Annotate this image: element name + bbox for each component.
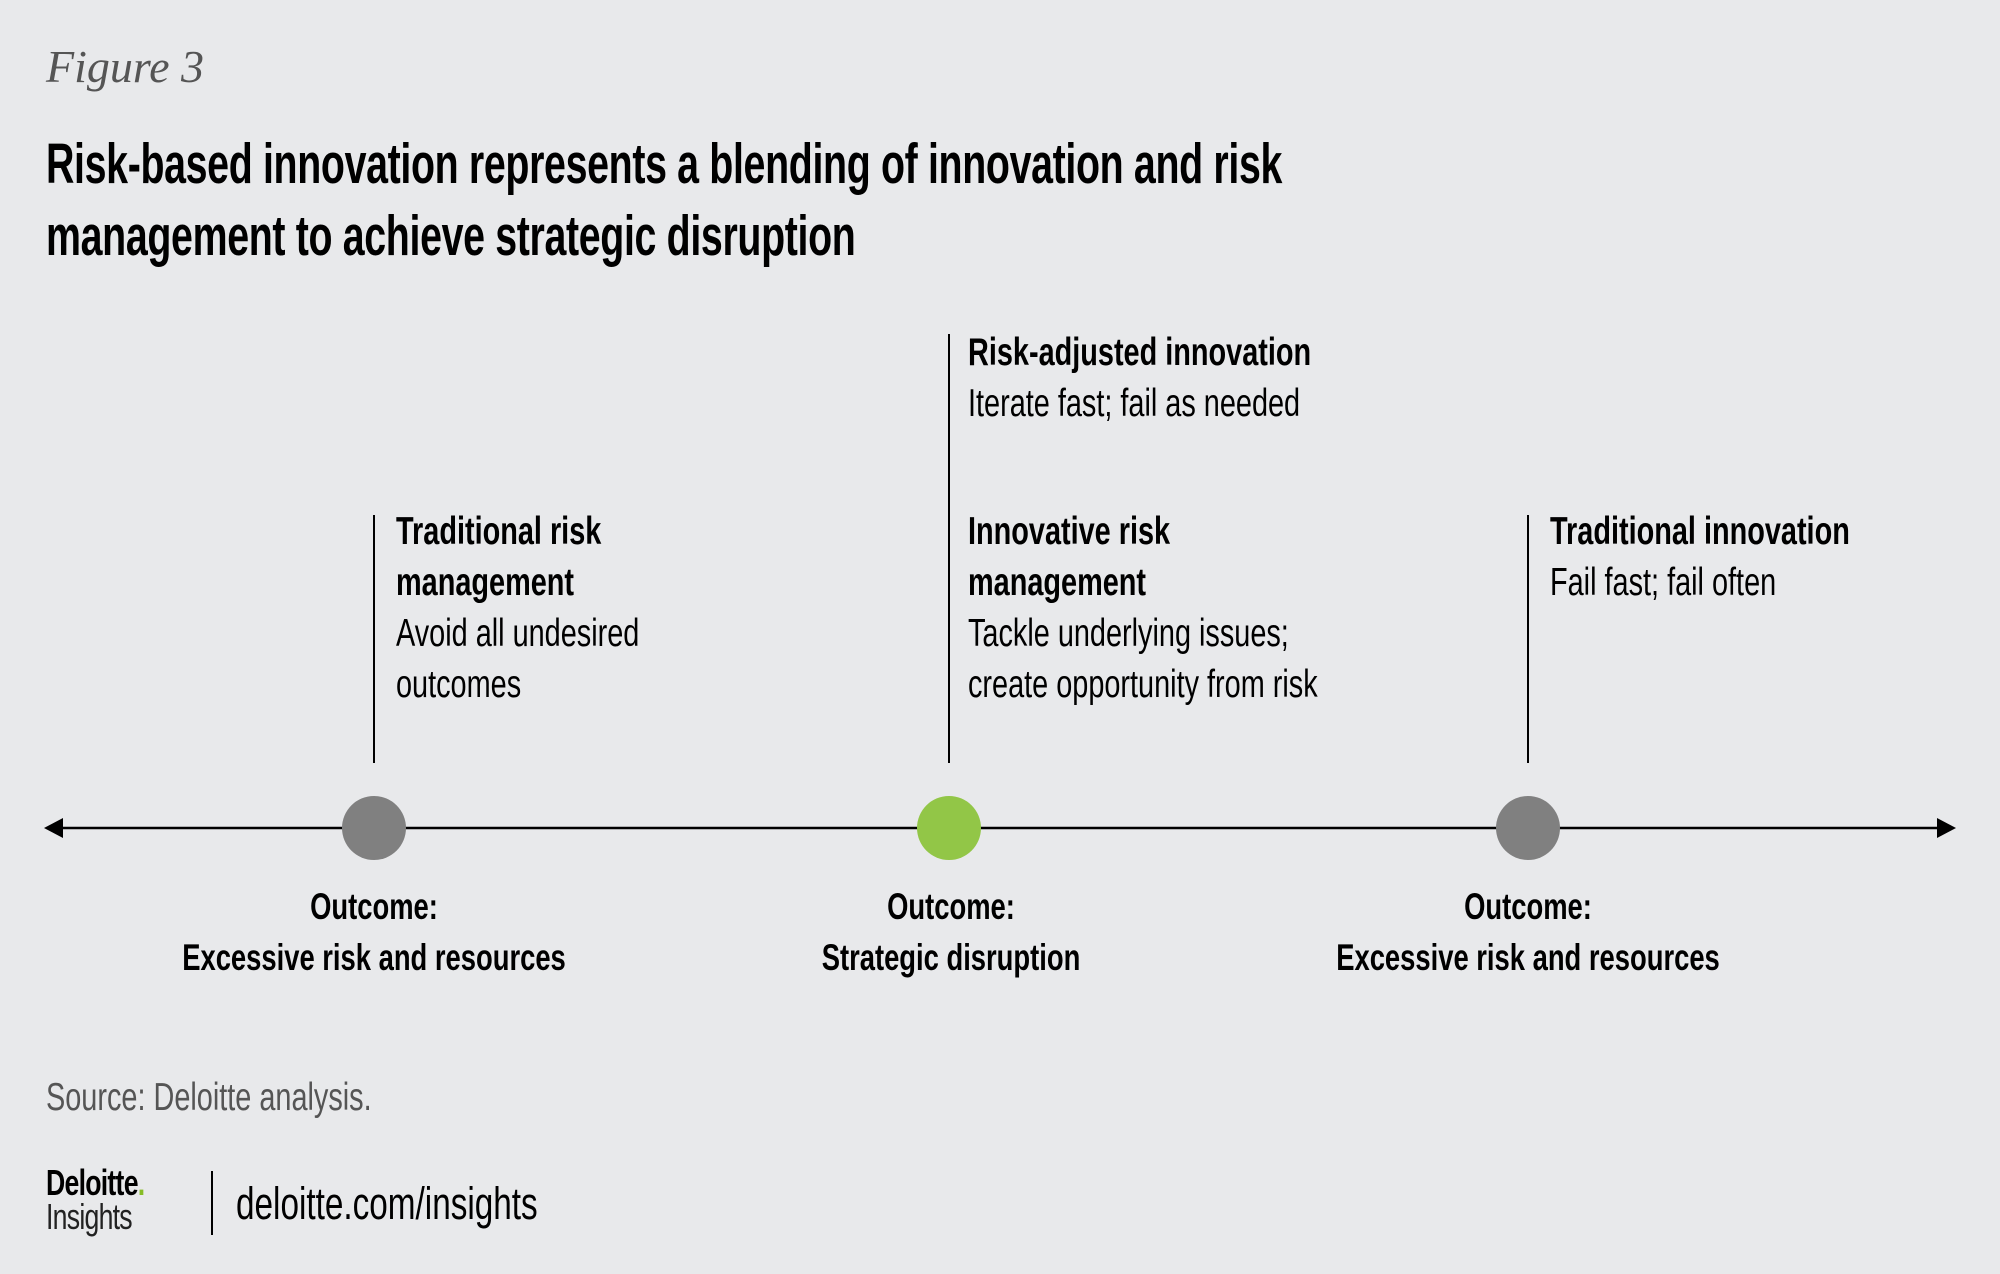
outcome-traditional-innovation: Outcome: Excessive risk and resources [1336,881,1720,983]
outcome-text: Excessive risk and resources [1336,937,1720,978]
label-desc: Iterate fast; fail as needed [968,382,1301,425]
title-line: management to achieve strategic disrupti… [46,204,856,268]
label-heading: management [968,561,1147,604]
outcome-label: Outcome: [1464,886,1592,927]
outcome-traditional-risk: Outcome: Excessive risk and resources [182,881,566,983]
label-risk-adjusted: Risk-adjusted innovation Iterate fast; f… [968,327,1311,429]
deloitte-logo: Deloitte. [46,1162,145,1204]
source-note: Source: Deloitte analysis. [46,1076,372,1119]
label-heading: Traditional innovation [1550,510,1850,553]
label-heading: Innovative risk [968,510,1171,553]
arrow-left-icon [44,818,63,838]
outcome-label: Outcome: [887,886,1015,927]
label-heading: Traditional risk [396,510,602,553]
title-line: Risk-based innovation represents a blend… [46,132,1283,196]
point-traditional-innovation [1496,796,1560,860]
label-traditional-innovation: Traditional innovation Fail fast; fail o… [1550,506,1850,608]
point-innovative-risk [917,796,981,860]
outcome-text: Excessive risk and resources [182,937,566,978]
label-innovative-risk: Innovative risk management Tackle underl… [968,506,1318,710]
arrow-right-icon [1937,818,1956,838]
label-desc: Tackle underlying issues; [968,612,1289,655]
figure-label: Figure 3 [46,41,204,92]
logo-brand: Deloitte [46,1162,139,1203]
logo-dot: . [137,1162,145,1203]
logo-insights: Insights [46,1196,133,1237]
label-heading: management [396,561,575,604]
logo-divider [211,1171,213,1235]
label-desc: create opportunity from risk [968,663,1318,706]
label-desc: Fail fast; fail often [1550,561,1777,604]
outcome-label: Outcome: [310,886,438,927]
insights-url-link[interactable]: deloitte.com/insights [236,1178,538,1229]
outcome-innovative-risk: Outcome: Strategic disruption [822,881,1081,983]
label-desc: Avoid all undesired [396,612,640,655]
label-heading: Risk-adjusted innovation [968,331,1312,374]
label-desc: outcomes [396,663,522,706]
figure-title: Risk-based innovation represents a blend… [46,128,1282,272]
outcome-text: Strategic disruption [821,937,1081,978]
point-traditional-risk [342,796,406,860]
label-traditional-risk: Traditional risk management Avoid all un… [396,506,639,710]
